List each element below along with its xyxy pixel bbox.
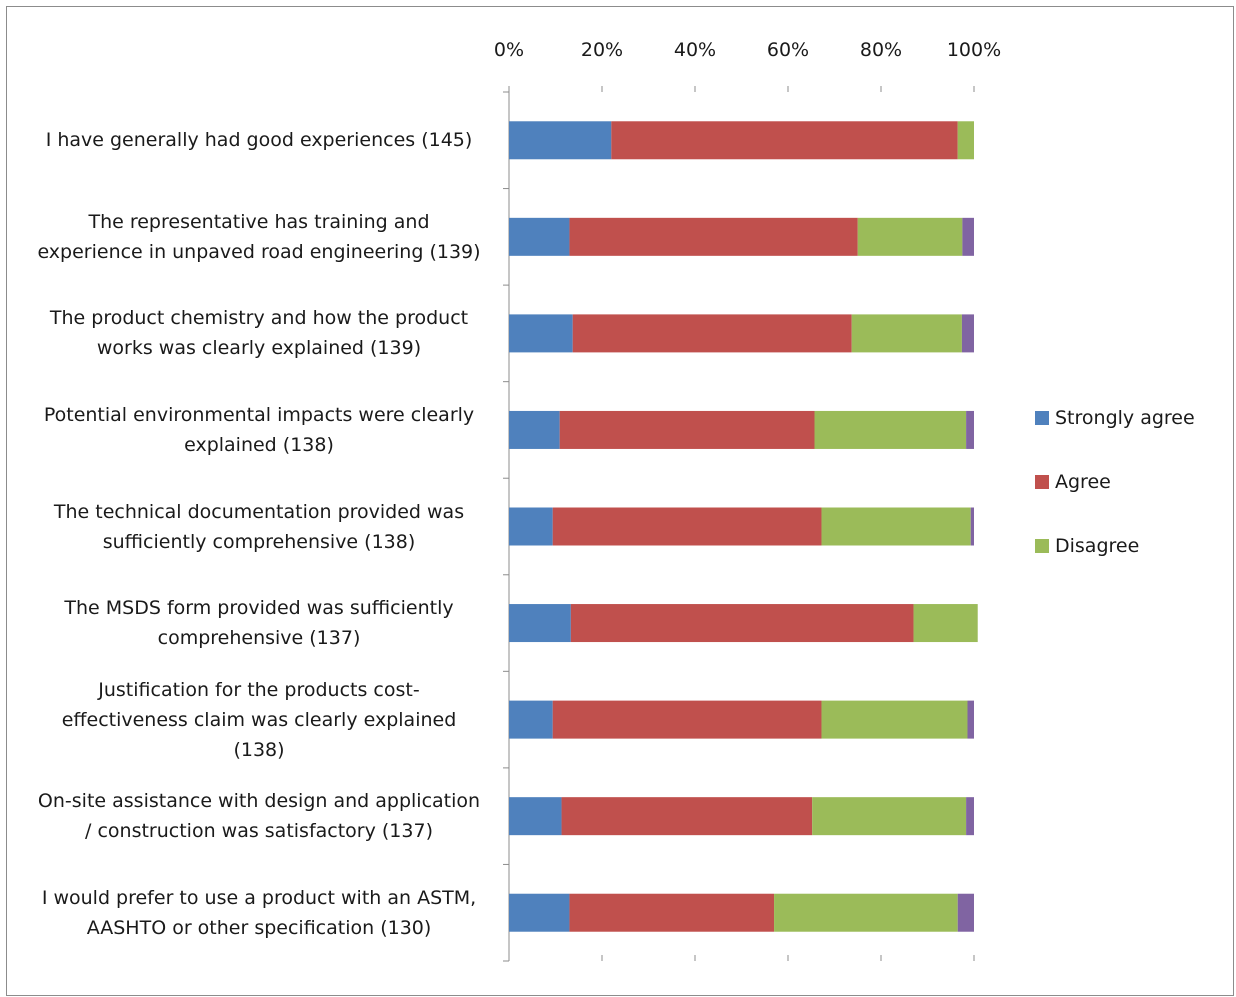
- bar-segment: [509, 217, 570, 256]
- bar-segment: [957, 893, 974, 932]
- category-label: Potential environmental impacts were cle…: [43, 403, 475, 456]
- bar-segment: [962, 217, 974, 256]
- bar-segment: [966, 797, 974, 836]
- bar-segment: [509, 604, 571, 643]
- stacked-bar-chart: [503, 86, 978, 962]
- bar-segment: [774, 893, 958, 932]
- bar-segment: [570, 604, 914, 643]
- bar-segment: [821, 507, 971, 546]
- bars: [509, 121, 978, 932]
- category-label: The representative has training and expe…: [37, 210, 481, 263]
- bar-segment: [509, 314, 573, 353]
- bar-segment: [966, 410, 974, 449]
- bar-segment: [552, 507, 822, 546]
- legend-label: Disagree: [1055, 535, 1140, 557]
- tick-label: 80%: [859, 39, 903, 61]
- category-label: The product chemistry and how the produc…: [49, 307, 469, 360]
- legend-label: Agree: [1055, 471, 1111, 493]
- bar-segment: [509, 797, 562, 836]
- bar-segment: [569, 893, 775, 932]
- bar-segment: [509, 700, 553, 739]
- bar-segment: [961, 314, 974, 353]
- bar-segment: [509, 507, 553, 546]
- bar-segment: [559, 410, 815, 449]
- tick-label: 60%: [766, 39, 810, 61]
- bar-segment: [913, 604, 978, 643]
- bar-segment: [552, 700, 822, 739]
- category-label: Justification for the products cost- eff…: [61, 678, 457, 761]
- bar-segment: [561, 797, 813, 836]
- legend-item: Agree: [1035, 471, 1111, 493]
- tick-label: 20%: [580, 39, 624, 61]
- bar-segment: [569, 217, 858, 256]
- category-label: On-site assistance with design and appli…: [37, 790, 481, 843]
- legend-swatch: [1035, 539, 1049, 553]
- legend-swatch: [1035, 411, 1049, 425]
- category-label: I would prefer to use a product with an …: [41, 886, 477, 939]
- bar-segment: [509, 893, 570, 932]
- bar-segment: [957, 121, 974, 160]
- category-label: I have generally had good experiences (1…: [45, 129, 473, 152]
- bar-segment: [857, 217, 963, 256]
- bar-segment: [812, 797, 967, 836]
- bar-segment: [851, 314, 962, 353]
- bar-segment: [611, 121, 958, 160]
- legend-label: Strongly agree: [1055, 407, 1195, 429]
- bar-segment: [814, 410, 967, 449]
- legend-item: Strongly agree: [1035, 407, 1195, 429]
- tick-label: 0%: [493, 39, 525, 61]
- bar-segment: [970, 507, 974, 546]
- bar-segment: [572, 314, 852, 353]
- category-label: The MSDS form provided was sufficiently …: [64, 597, 454, 650]
- tick-label: 100%: [946, 39, 1002, 61]
- bar-segment: [821, 700, 968, 739]
- category-label: The technical documentation provided was…: [53, 500, 465, 553]
- tick-label: 40%: [673, 39, 717, 61]
- bar-segment: [509, 121, 612, 160]
- bar-segment: [967, 700, 974, 739]
- chart-frame: I have generally had good experiences (1…: [6, 6, 1234, 996]
- bar-segment: [509, 410, 560, 449]
- legend-item: Disagree: [1035, 535, 1139, 557]
- legend-swatch: [1035, 475, 1049, 489]
